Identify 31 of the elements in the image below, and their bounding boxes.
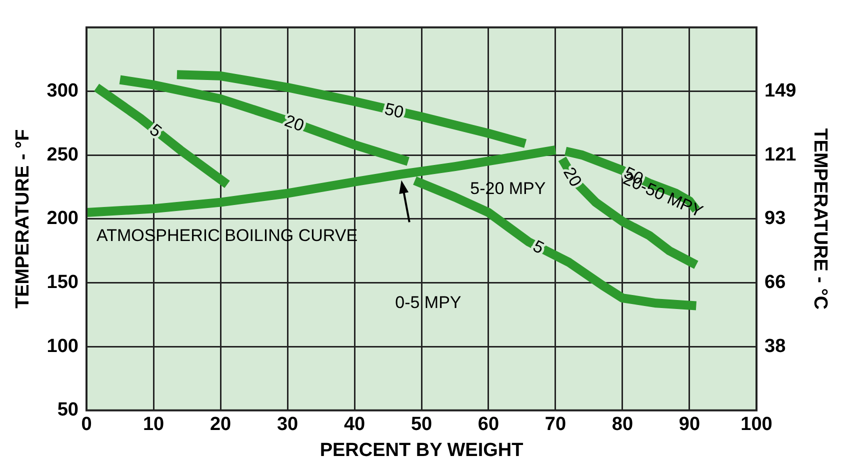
y-tick-label: 200 [46, 208, 78, 230]
x-tick-label: 30 [276, 414, 298, 436]
text: 50 [382, 99, 406, 122]
y-tick-label: 150 [46, 272, 78, 293]
y2-tick-label: 121 [764, 144, 797, 166]
y2-tick-label: 66 [764, 272, 786, 293]
x-tick-label: 90 [678, 414, 700, 436]
x-tick-label: 20 [210, 414, 232, 436]
y2-tick-label: 93 [764, 208, 786, 230]
x-axis-title: PERCENT BY WEIGHT [320, 440, 524, 461]
y2-axis-title: TEMPERATURE - °C [809, 128, 830, 310]
text: 20 [282, 111, 306, 136]
y2-tick-label: 38 [764, 336, 786, 357]
x-tick-label: 0 [81, 414, 92, 436]
y2-tick-label: 149 [764, 80, 796, 102]
y-tick-label: 300 [46, 80, 78, 102]
y-tick-label: 100 [46, 336, 78, 357]
x-tick-label: 40 [344, 414, 366, 436]
x-tick-label: 10 [142, 414, 164, 436]
x-tick-label: 80 [612, 414, 634, 436]
x-tick-label: 70 [544, 414, 566, 436]
text: 5 [146, 120, 166, 142]
y-tick-label: 50 [57, 400, 78, 421]
x-tick-label: 50 [410, 414, 432, 436]
y-axis-title: TEMPERATURE - °F [12, 129, 34, 309]
x-tick-label: 100 [740, 414, 772, 436]
y-tick-label: 250 [46, 144, 78, 166]
text: 5 [530, 236, 548, 258]
x-tick-label: 60 [478, 414, 500, 436]
annotation: 0-5 MPY [395, 292, 462, 312]
text: 20 [560, 164, 586, 190]
